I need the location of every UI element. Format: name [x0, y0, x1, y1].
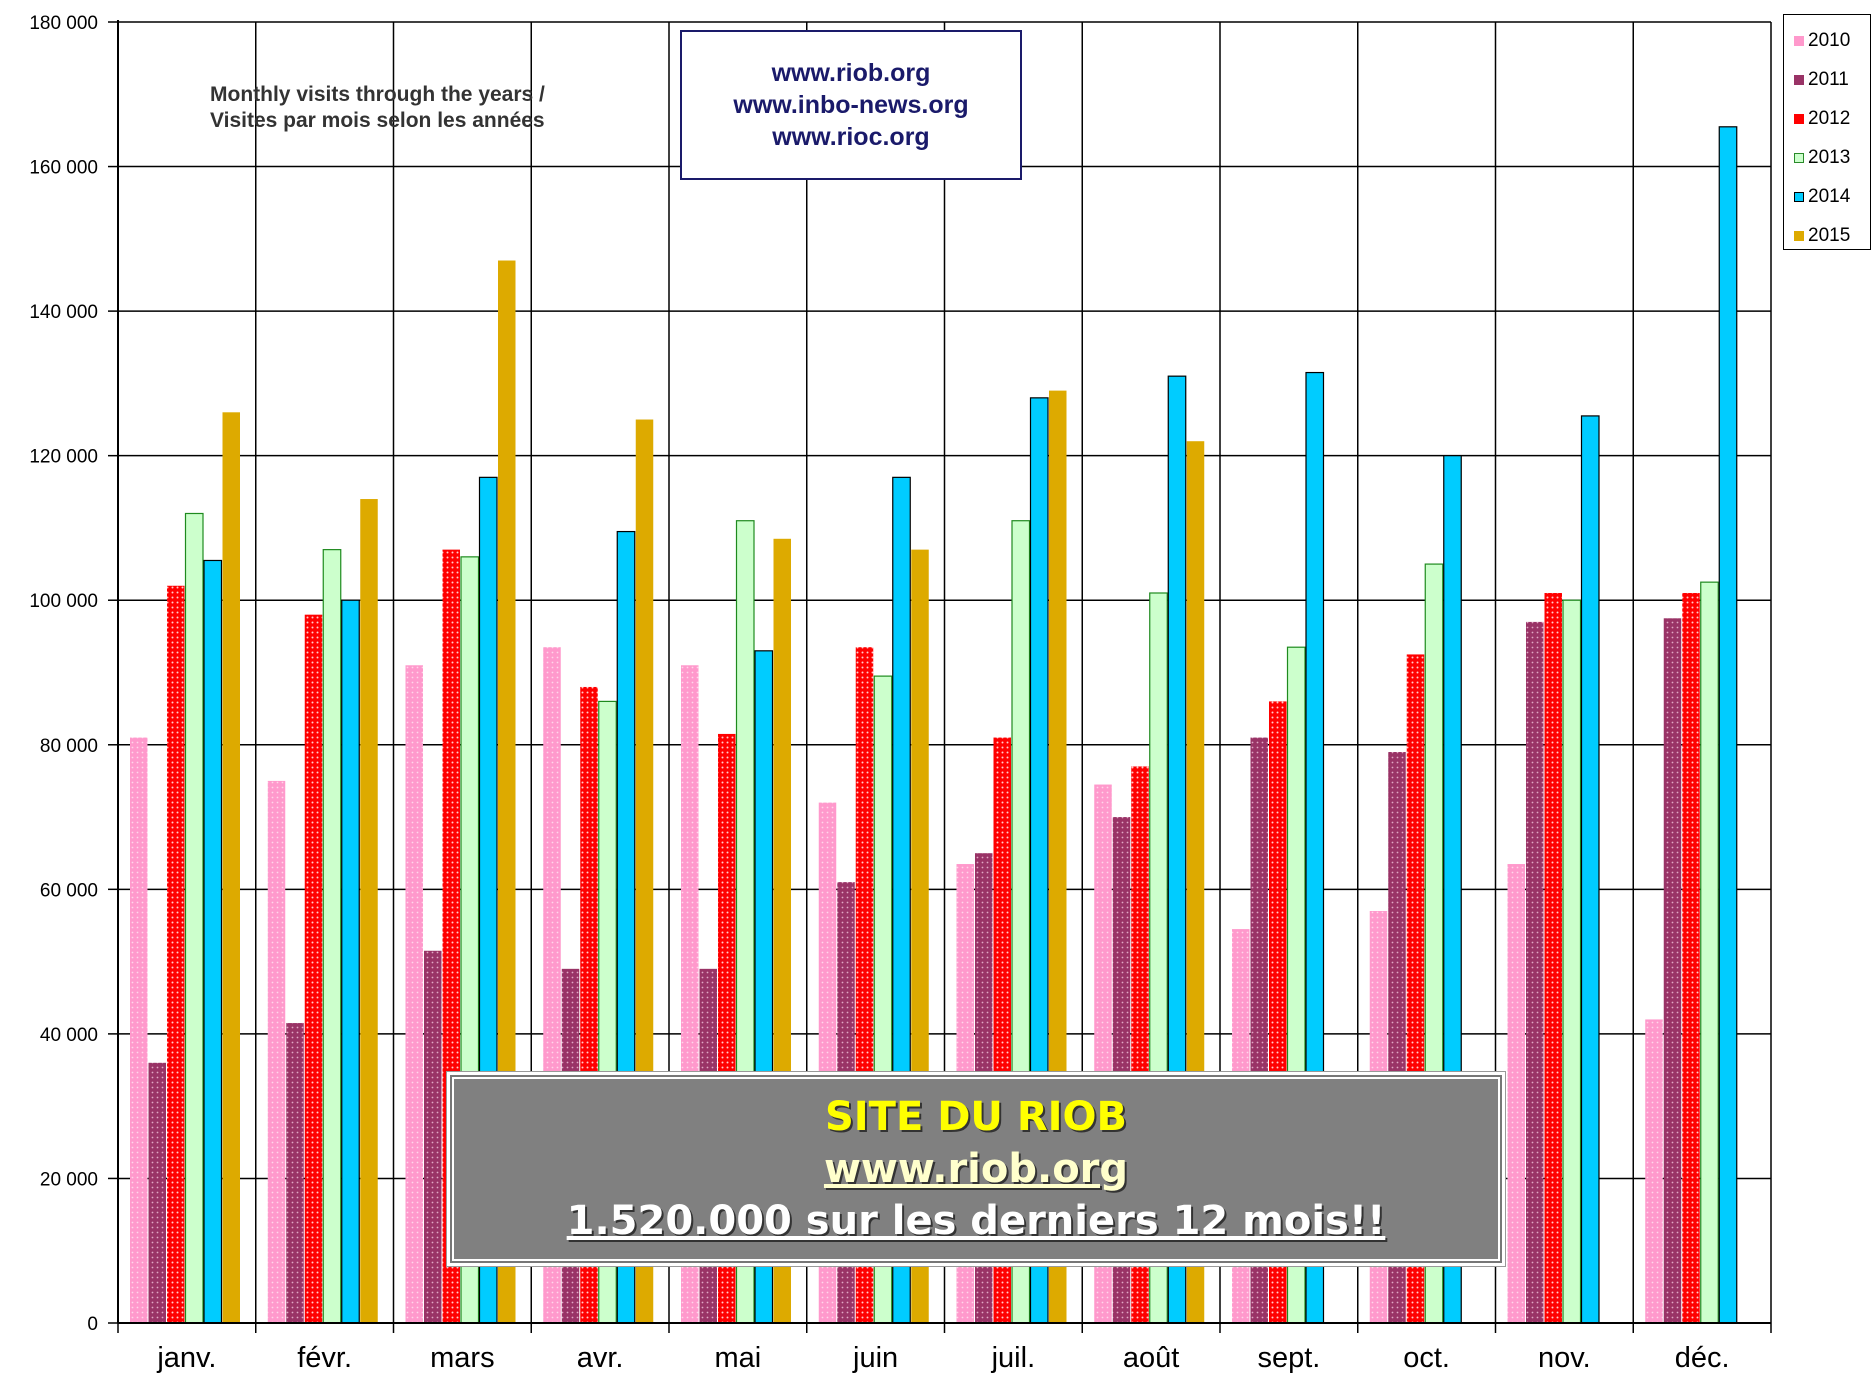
url-inbo-news: www.inbo-news.org	[733, 91, 969, 119]
y-tick-label: 100 000	[29, 591, 98, 612]
legend-item-2013: 2013	[1784, 138, 1870, 177]
axes: 0 20 000 40 000 60 000 80 000 100 000 120 000 1…	[29, 13, 1772, 1374]
x-tick-label: nov.	[1538, 1342, 1591, 1374]
banner-stat: 1.520.000 sur les derniers 12 mois!!	[566, 1198, 1386, 1244]
bar-2011-févr.	[286, 1023, 304, 1323]
x-tick-label: oct.	[1403, 1342, 1450, 1374]
legend-item-2010: 2010	[1784, 21, 1870, 60]
x-tick-label: janv.	[156, 1342, 216, 1374]
legend-label: 2014	[1808, 185, 1851, 207]
bar-2011-nov.	[1526, 621, 1544, 1323]
banner-url: www.riob.org	[823, 1146, 1129, 1192]
bar-2014-janv.	[203, 559, 223, 1324]
y-tick-label: 20 000	[40, 1169, 98, 1190]
y-tick-label: 140 000	[29, 302, 98, 323]
x-tick-label: mars	[430, 1342, 494, 1374]
subtitle-line-1: Monthly visits through the years /	[210, 83, 545, 106]
legend-label: 2013	[1808, 146, 1851, 168]
legend-swatch-2011	[1794, 74, 1804, 85]
x-tick-label: sept.	[1257, 1342, 1320, 1374]
bar-2013-janv.	[184, 512, 204, 1324]
bar-2012-nov.	[1544, 592, 1562, 1323]
bar-2011-mars	[424, 950, 442, 1323]
legend-label: 2015	[1808, 224, 1851, 246]
bar-2010-janv.	[130, 737, 148, 1323]
bar-2011-janv.	[148, 1062, 166, 1323]
legend-item-2015: 2015	[1784, 216, 1870, 255]
x-tick-label: août	[1123, 1342, 1179, 1374]
y-tick-label: 160 000	[29, 158, 98, 179]
legend-label: 2012	[1808, 107, 1851, 129]
x-tick-label: févr.	[297, 1342, 352, 1374]
legend-label: 2010	[1808, 29, 1851, 51]
y-tick-label: 60 000	[40, 880, 98, 901]
legend-swatch-2015	[1794, 230, 1804, 241]
bar-2012-janv.	[167, 585, 185, 1323]
y-tick-label: 0	[87, 1314, 98, 1335]
y-tick-label: 80 000	[40, 736, 98, 757]
x-tick-label: mai	[715, 1342, 762, 1374]
bar-2011-déc.	[1663, 618, 1682, 1323]
chart-subtitle: Monthly visits through the years / Visit…	[210, 82, 545, 134]
bar-2013-févr.	[322, 549, 342, 1324]
legend-item-2011: 2011	[1784, 60, 1870, 99]
url-box: www.riob.org www.inbo-news.org www.rioc.…	[680, 30, 1022, 180]
legend-swatch-2013	[1794, 152, 1804, 163]
bar-2010-nov.	[1507, 864, 1525, 1323]
bar-2013-nov.	[1562, 599, 1582, 1324]
subtitle-line-2: Visites par mois selon les années	[210, 109, 545, 132]
y-tick-label: 180 000	[29, 13, 98, 34]
banner-title: SITE DU RIOB	[824, 1094, 1127, 1140]
bar-2012-déc.	[1682, 592, 1700, 1323]
bar-2014-févr.	[341, 599, 360, 1324]
bar-2014-déc.	[1718, 126, 1738, 1324]
x-tick-label: avr.	[577, 1342, 624, 1374]
bar-2013-déc.	[1700, 581, 1719, 1324]
legend-item-2014: 2014	[1784, 177, 1870, 216]
legend-item-2012: 2012	[1784, 99, 1870, 138]
legend-swatch-2012	[1794, 113, 1804, 124]
url-riob: www.riob.org	[771, 59, 931, 87]
bar-2010-déc.	[1645, 1019, 1663, 1323]
legend-swatch-2010	[1794, 35, 1804, 46]
x-tick-label: déc.	[1675, 1342, 1730, 1374]
bar-2014-nov.	[1580, 415, 1600, 1324]
bar-2015-mars	[498, 260, 516, 1324]
legend: 2010 2011 2012 2013 2014 2015	[1783, 14, 1871, 250]
legend-label: 2011	[1808, 68, 1849, 90]
x-tick-label: juin	[852, 1342, 898, 1374]
bar-2010-mars	[405, 665, 423, 1323]
riob-banner: SITE DU RIOB www.riob.org 1.520.000 sur …	[450, 1075, 1502, 1263]
bar-2015-févr.	[360, 499, 378, 1323]
bar-2012-févr.	[304, 614, 323, 1323]
bar-2015-janv.	[222, 412, 240, 1323]
url-rioc: www.rioc.org	[772, 123, 930, 151]
legend-swatch-2014	[1794, 191, 1804, 202]
x-tick-label: juil.	[991, 1342, 1036, 1374]
y-tick-label: 40 000	[40, 1025, 98, 1046]
y-tick-label: 120 000	[29, 447, 98, 468]
bar-2010-févr.	[267, 780, 286, 1323]
